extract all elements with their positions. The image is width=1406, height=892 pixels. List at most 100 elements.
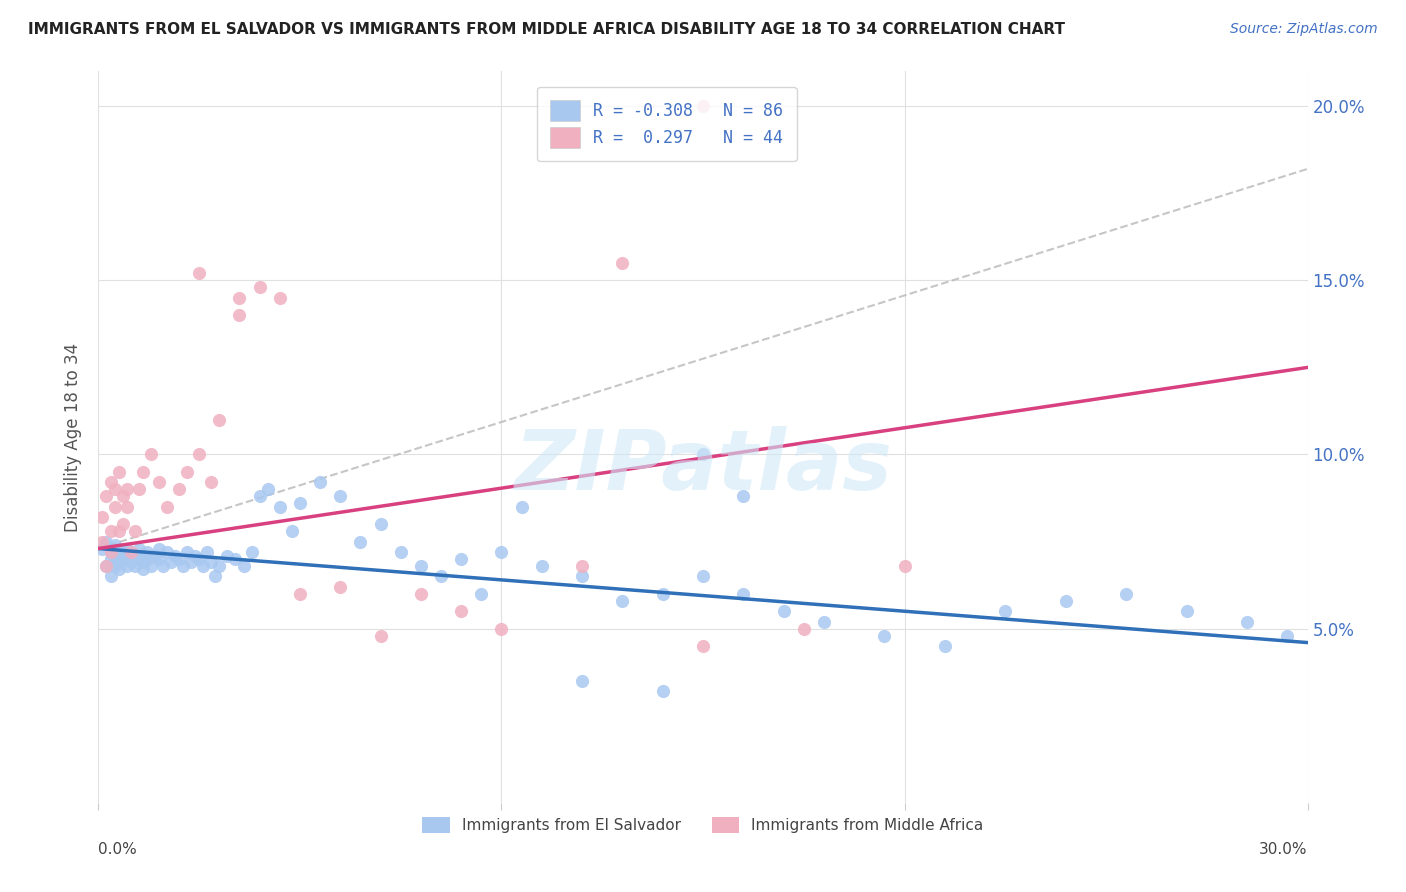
Point (172, 558, 194, 573)
Point (107, 465, 129, 479)
Point (1236, 615, 1258, 629)
Point (1054, 594, 1077, 608)
Point (571, 673, 593, 688)
Point (124, 524, 146, 538)
Point (188, 448, 211, 462)
Point (389, 545, 412, 559)
Point (100, 524, 122, 538)
Text: ZIPatlas: ZIPatlas (515, 425, 891, 507)
Point (530, 558, 553, 573)
Point (156, 500, 179, 514)
Point (111, 489, 134, 503)
Point (772, 604, 794, 618)
Point (91, 510, 114, 524)
Point (994, 604, 1017, 618)
Point (692, 569, 714, 583)
Point (100, 475, 122, 490)
Point (107, 562, 129, 576)
Point (612, 594, 634, 608)
Point (228, 291, 250, 305)
Point (184, 549, 207, 563)
Point (107, 541, 129, 556)
Point (409, 558, 432, 573)
Point (228, 308, 250, 322)
Point (100, 545, 122, 559)
Point (128, 541, 150, 556)
Point (176, 465, 198, 479)
Point (193, 558, 215, 573)
Point (96, 558, 118, 573)
Point (329, 489, 352, 503)
Point (195, 545, 218, 559)
Point (96, 489, 118, 503)
Point (124, 552, 146, 566)
Point (120, 545, 142, 559)
Point (1277, 629, 1299, 643)
Point (269, 291, 291, 305)
Point (103, 500, 125, 514)
Point (329, 580, 352, 594)
Point (813, 615, 835, 629)
Point (128, 483, 150, 497)
Point (91, 541, 114, 556)
Point (152, 558, 174, 573)
Point (111, 545, 134, 559)
Point (232, 558, 254, 573)
Point (143, 549, 166, 563)
Point (510, 500, 533, 514)
Point (103, 549, 125, 563)
Point (91, 534, 114, 549)
Point (148, 541, 170, 556)
Point (124, 558, 146, 573)
Point (217, 549, 239, 563)
Y-axis label: Disability Age 18 to 34: Disability Age 18 to 34 (65, 343, 83, 532)
Point (309, 475, 332, 490)
Point (188, 266, 211, 280)
Point (733, 489, 755, 503)
Point (120, 545, 142, 559)
Point (612, 256, 634, 270)
Point (100, 569, 122, 583)
Point (571, 569, 593, 583)
Point (208, 558, 231, 573)
Point (240, 545, 263, 559)
Point (115, 549, 138, 563)
Point (200, 475, 222, 490)
Point (115, 558, 138, 573)
Point (1115, 587, 1137, 601)
Point (491, 545, 513, 559)
Point (370, 517, 392, 532)
Point (288, 587, 311, 601)
Point (128, 549, 150, 563)
Point (188, 552, 211, 566)
Point (281, 524, 304, 538)
Point (176, 545, 198, 559)
Point (96, 558, 118, 573)
Point (651, 684, 673, 698)
Point (200, 556, 222, 570)
Point (100, 545, 122, 559)
Point (103, 538, 125, 552)
Point (692, 639, 714, 653)
Point (160, 556, 183, 570)
Point (733, 587, 755, 601)
Point (571, 558, 593, 573)
Point (934, 639, 956, 653)
Point (115, 500, 138, 514)
Point (256, 483, 278, 497)
Point (491, 622, 513, 636)
Text: IMMIGRANTS FROM EL SALVADOR VS IMMIGRANTS FROM MIDDLE AFRICA DISABILITY AGE 18 T: IMMIGRANTS FROM EL SALVADOR VS IMMIGRANT… (28, 22, 1066, 37)
Point (450, 552, 472, 566)
Point (204, 569, 226, 583)
Point (180, 556, 202, 570)
Point (120, 556, 142, 570)
Point (163, 549, 186, 563)
Point (1175, 604, 1198, 618)
Point (651, 587, 673, 601)
Text: Source: ZipAtlas.com: Source: ZipAtlas.com (1230, 22, 1378, 37)
Point (107, 556, 129, 570)
Point (370, 629, 392, 643)
Point (132, 465, 155, 479)
Point (409, 587, 432, 601)
Point (156, 545, 179, 559)
